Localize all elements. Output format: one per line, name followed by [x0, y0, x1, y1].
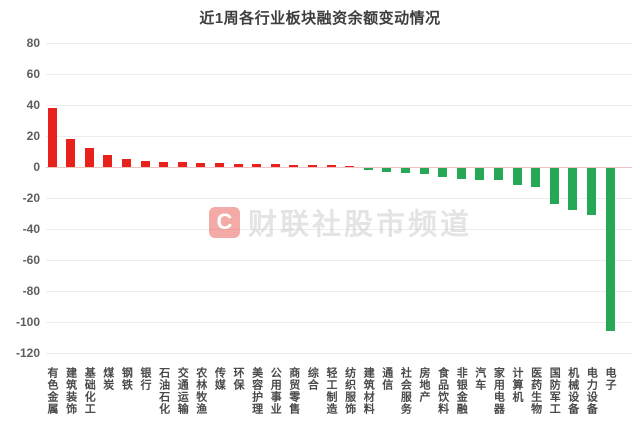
bar-家用电器 [493, 168, 503, 181]
gridline [46, 136, 632, 137]
bar-有色金属 [47, 108, 57, 167]
bar-纺织服饰 [345, 165, 355, 167]
bar-环保 [233, 163, 243, 167]
x-axis-label-煤炭: 煤炭 [101, 367, 114, 391]
x-axis-label-医药生物: 医药生物 [529, 367, 542, 415]
x-axis-label-社会服务: 社会服务 [399, 367, 412, 415]
bar-房地产 [419, 168, 429, 174]
zero-axis-line [46, 167, 632, 168]
y-axis-tick-label: -80 [22, 284, 40, 298]
gridline [46, 43, 632, 44]
x-axis-label-环保: 环保 [232, 367, 244, 391]
x-axis-label-农林牧渔: 农林牧渔 [194, 367, 207, 415]
y-axis-tick-label: -120 [15, 346, 40, 360]
y-axis-tick-label: 20 [26, 129, 40, 143]
bar-综合 [307, 165, 317, 167]
bar-煤炭 [103, 155, 113, 167]
gridline [46, 322, 632, 323]
bar-钢铁 [121, 159, 131, 168]
y-axis-tick-label: 0 [33, 160, 40, 174]
bar-电子 [605, 168, 615, 331]
gridline [46, 105, 632, 106]
bar-石油石化 [159, 161, 169, 167]
bar-通信 [382, 168, 392, 173]
bar-非银金融 [456, 168, 466, 179]
x-axis-label-交通运输: 交通运输 [176, 367, 189, 415]
x-axis-label-建筑材料: 建筑材料 [362, 367, 375, 415]
gridline [46, 353, 632, 354]
bar-计算机 [512, 168, 522, 186]
x-axis-label-纺织服饰: 纺织服饰 [343, 367, 356, 415]
x-axis-label-电子: 电子 [604, 367, 616, 391]
bar-电力设备 [586, 168, 596, 215]
y-axis-tick-label: 40 [26, 98, 40, 112]
x-axis-label-汽车: 汽车 [473, 367, 486, 391]
bar-美容护理 [252, 163, 262, 167]
x-axis-label-综合: 综合 [306, 367, 319, 391]
chart-title: 近1周各行业板块融资余额变动情况 [199, 10, 441, 27]
y-axis-tick-label: -100 [15, 315, 40, 329]
y-axis-tick-label: 60 [26, 67, 40, 81]
x-axis-label-电力设备: 电力设备 [585, 367, 598, 415]
y-axis-tick-label: -40 [22, 222, 40, 236]
x-axis-label-轻工制造: 轻工制造 [325, 367, 337, 415]
bar-食品饮料 [438, 168, 448, 177]
bar-交通运输 [177, 162, 187, 167]
gridline [46, 260, 632, 261]
x-axis-label-非银金融: 非银金融 [455, 367, 468, 415]
bar-建筑装饰 [66, 139, 76, 167]
bar-医药生物 [531, 168, 541, 187]
y-axis-tick-label: 80 [26, 36, 40, 50]
x-axis-label-机械设备: 机械设备 [566, 367, 579, 415]
bar-汽车 [475, 168, 485, 180]
x-axis-label-银行: 银行 [139, 367, 151, 391]
x-axis-label-公用事业: 公用事业 [269, 367, 282, 415]
x-axis-label-传媒: 传媒 [213, 367, 226, 391]
bar-建筑材料 [363, 168, 373, 170]
x-axis-label-钢铁: 钢铁 [120, 367, 133, 391]
gridline [46, 74, 632, 75]
gridline [46, 291, 632, 292]
x-axis-label-建筑装饰: 建筑装饰 [64, 367, 77, 415]
x-axis-label-国防军工: 国防军工 [548, 367, 561, 415]
bar-国防军工 [549, 168, 559, 204]
x-axis-label-计算机: 计算机 [511, 367, 523, 403]
x-axis-label-美容护理: 美容护理 [250, 367, 263, 415]
x-axis-label-通信: 通信 [380, 367, 393, 391]
bar-传媒 [214, 163, 224, 167]
bar-社会服务 [400, 168, 410, 173]
bar-商贸零售 [289, 164, 299, 167]
x-axis-label-石油石化: 石油石化 [157, 367, 170, 415]
bar-农林牧渔 [196, 162, 206, 167]
x-axis-label-房地产: 房地产 [418, 367, 430, 403]
x-axis-label-基础化工: 基础化工 [83, 367, 96, 415]
x-axis-label-有色金属: 有色金属 [46, 367, 58, 415]
bar-公用事业 [270, 164, 280, 167]
bar-银行 [140, 160, 150, 167]
gridline [46, 198, 632, 199]
bar-基础化工 [84, 148, 94, 167]
x-axis-label-商贸零售: 商贸零售 [287, 367, 300, 415]
x-axis-label-食品饮料: 食品饮料 [436, 367, 449, 415]
bar-机械设备 [568, 168, 578, 210]
y-axis-tick-label: -20 [22, 191, 40, 205]
y-axis-tick-label: -60 [22, 253, 40, 267]
gridline [46, 229, 632, 230]
x-axis-label-家用电器: 家用电器 [492, 367, 505, 415]
bar-轻工制造 [326, 165, 336, 167]
